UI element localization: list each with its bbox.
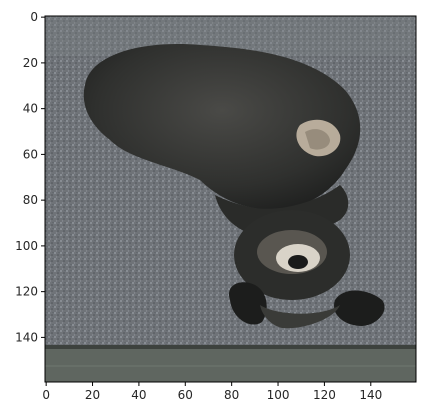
dog-body: [83, 44, 361, 211]
x-tick-label: 20: [85, 388, 100, 402]
x-tick-label: 40: [131, 388, 146, 402]
floor-board-grain: [45, 365, 416, 367]
floor-board-edge: [45, 345, 416, 349]
axes-frame: [44, 15, 417, 383]
dog-ear-right: [334, 290, 385, 326]
x-tick-label: 80: [224, 388, 239, 402]
dog-photo: [45, 16, 416, 382]
y-tick-label: 140: [15, 330, 38, 344]
dog-ear-left: [229, 282, 267, 325]
x-tick-label: 120: [313, 388, 336, 402]
dog-forehead: [260, 305, 340, 329]
y-tick-label: 20: [23, 56, 38, 70]
x-tick-label: 100: [267, 388, 290, 402]
y-tick-label: 0: [30, 10, 38, 24]
y-axis: 0 20 40 60 80 100 120 140: [15, 10, 45, 344]
y-tick-label: 40: [23, 102, 38, 116]
floor-board: [45, 345, 416, 382]
y-tick-label: 100: [15, 239, 38, 253]
x-tick-label: 60: [178, 388, 193, 402]
x-tick-label: 140: [359, 388, 382, 402]
fur-patch-shade: [305, 129, 330, 150]
dog-nose: [288, 255, 308, 269]
y-tick-label: 80: [23, 193, 38, 207]
y-tick-label: 60: [23, 147, 38, 161]
y-tick-label: 120: [15, 285, 38, 299]
x-axis: 0 20 40 60 80 100 120 140: [42, 382, 382, 402]
x-tick-label: 0: [42, 388, 50, 402]
